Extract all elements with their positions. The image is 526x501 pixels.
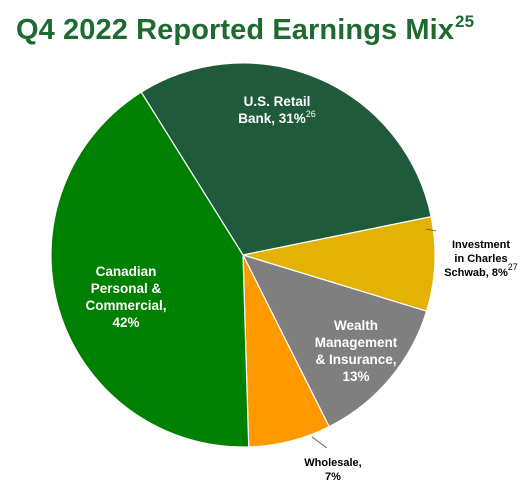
slice-label: Investment in Charles Schwab, 8%27: [444, 239, 518, 279]
pie-slice-investment-in-charles-schwab: [242, 216, 436, 312]
chart-title-footnote: 25: [455, 12, 475, 31]
slice-label-line: Wealth: [334, 318, 378, 333]
leader-line: [425, 228, 437, 232]
slice-label: U.S. Retail Bank, 31%26: [238, 94, 316, 126]
slice-label-line: Personal &: [91, 281, 162, 296]
slice-label-line: 42%: [112, 315, 139, 330]
slice-label-line: Wholesale,: [304, 457, 361, 469]
slice-label: Canadian Personal & Commercial, 42%: [85, 264, 166, 330]
slice-label-line: Canadian: [96, 264, 157, 279]
leader-line: [311, 436, 328, 449]
slice-label-line: Schwab, 8%: [444, 267, 508, 279]
slice-footnote: 26: [306, 109, 316, 119]
slice-label-line: & Insurance,: [315, 352, 396, 367]
chart-title-text: Q4 2022 Reported Earnings Mix: [16, 14, 455, 46]
slice-label-line: Bank, 31%: [238, 111, 306, 126]
slice-label-line: 7%: [325, 471, 341, 483]
slice-label-line: Management: [315, 335, 398, 350]
slice-footnote: 27: [508, 262, 518, 272]
pie-slice-u-s-retail-bank: [140, 62, 432, 256]
slice-label-line: Investment: [452, 239, 510, 251]
slice-label-line: in Charles: [454, 253, 507, 265]
slice-label-line: U.S. Retail: [244, 94, 311, 109]
slice-label: Wealth Management & Insurance, 13%: [315, 318, 398, 384]
slice-label-line: Commercial,: [85, 298, 166, 313]
pie-slice-canadian-personal-commercial: [50, 91, 250, 448]
slice-label-line: 13%: [342, 369, 369, 384]
slice-label: Wholesale, 7%: [304, 457, 361, 483]
chart-title: Q4 2022 Reported Earnings Mix25: [16, 12, 474, 47]
pie-slice-wealth-management-insurance: [241, 254, 428, 428]
